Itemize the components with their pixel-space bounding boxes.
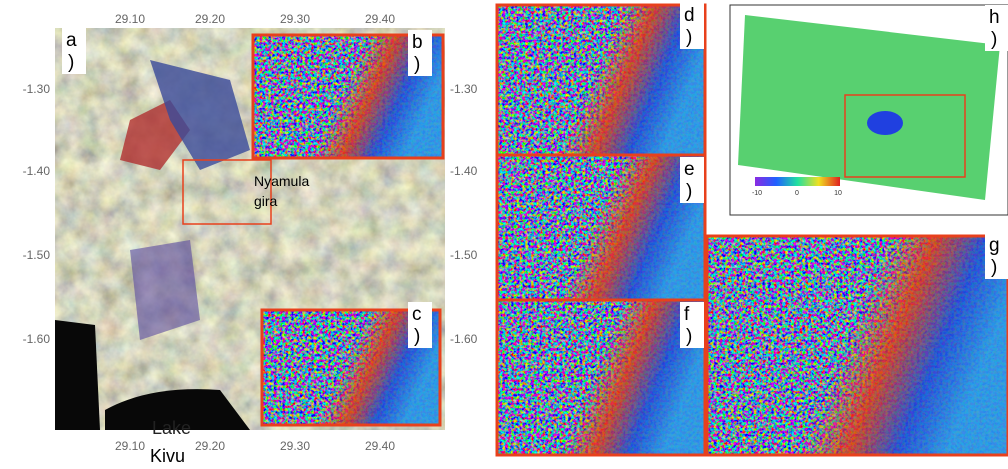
panel-letter: b xyxy=(412,32,423,53)
colorbar-tick: 0 xyxy=(795,190,799,197)
place-label: Lake xyxy=(152,418,191,438)
place-label: Kivu xyxy=(150,446,185,466)
panel-f-frame xyxy=(497,300,705,455)
x-tick-label: 29.10 xyxy=(115,12,145,26)
x-tick-label: 29.10 xyxy=(115,439,145,453)
place-label: gira xyxy=(254,193,278,209)
y-tick-label: -1.60 xyxy=(23,332,51,346)
y-tick-label: -1.40 xyxy=(23,164,51,178)
y-tick-label: -1.40 xyxy=(450,164,478,178)
colorbar-tick: -10 xyxy=(752,190,762,197)
panel-letter: h xyxy=(989,7,1000,28)
colorbar-tick: 10 xyxy=(834,190,842,197)
panel-letter: d xyxy=(684,5,695,26)
panel-paren: ) xyxy=(414,326,420,347)
panel-letter: g xyxy=(989,235,1000,256)
figure: 29.10 29.20 29.30 29.40 29.10 29.20 29.30 29.40… xyxy=(0,0,1008,469)
colorbar xyxy=(755,177,840,186)
panel-paren: ) xyxy=(68,52,74,73)
panel-paren: ) xyxy=(686,181,692,202)
panel-d-frame xyxy=(497,5,705,155)
panel-paren: ) xyxy=(991,257,997,278)
panel-paren: ) xyxy=(991,29,997,50)
x-tick-label: 29.30 xyxy=(280,439,310,453)
panel-paren: ) xyxy=(686,326,692,347)
panel-letter: f xyxy=(684,304,690,325)
place-label: Nyamula xyxy=(254,173,309,189)
y-tick-label: -1.50 xyxy=(450,248,478,262)
panel-e-frame xyxy=(497,155,705,300)
x-tick-label: 29.40 xyxy=(365,439,395,453)
x-tick-label: 29.20 xyxy=(195,12,225,26)
y-tick-label: -1.30 xyxy=(450,82,478,96)
panel-g-frame xyxy=(707,236,1008,455)
panel-paren: ) xyxy=(414,54,420,75)
x-tick-label: 29.30 xyxy=(280,12,310,26)
deformation-center xyxy=(867,111,903,135)
y-tick-label: -1.30 xyxy=(23,82,51,96)
y-tick-label: -1.50 xyxy=(23,248,51,262)
panel-paren: ) xyxy=(686,27,692,48)
panel-letter: a xyxy=(66,30,77,51)
x-tick-label: 29.40 xyxy=(365,12,395,26)
y-tick-label: -1.60 xyxy=(450,332,478,346)
lake xyxy=(55,320,100,430)
x-tick-label: 29.20 xyxy=(195,439,225,453)
panel-letter: e xyxy=(684,159,695,180)
panel-letter: c xyxy=(412,304,422,325)
